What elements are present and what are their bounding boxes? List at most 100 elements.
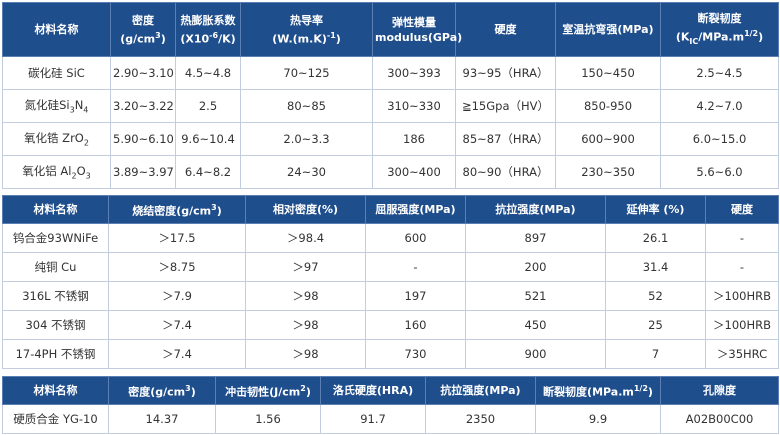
text-run: ) [160, 32, 166, 46]
data-cell: 1.56 [215, 404, 321, 434]
data-cell: 230~350 [555, 155, 661, 189]
data-cell: 197 [365, 281, 466, 311]
data-cell: 600~900 [555, 122, 661, 156]
data-cell: 730 [365, 339, 466, 369]
data-row: 氧化锆 ZrO2 5.90~6.10 9.6~10.4 2.0~3.3 186 85~87… [2, 122, 779, 156]
header-cell: 密度(g/cm3) [108, 376, 216, 405]
text-run: 2 [71, 171, 77, 181]
data-row: 氮化硅Si3N4 3.20~3.22 2.5 80~85 310~330 ≧15Gpa（H… [2, 89, 779, 123]
data-cell: 200 [465, 252, 606, 282]
data-cell: 521 [465, 281, 606, 311]
data-cell: 93~95（HRA） [455, 56, 556, 90]
data-cell: 26.1 [605, 223, 706, 253]
header-cell: 断裂韧度 (KIC/MPa.m1/2) [660, 2, 779, 57]
header-cell: 弹性模量 modulus(GPa) [372, 2, 463, 57]
cell-line: (KIC/MPa.m1/2) [663, 26, 776, 49]
text-run: ) [758, 30, 764, 44]
text-run: /K) [218, 32, 236, 46]
data-cell: 80~90（HRA） [455, 155, 556, 189]
cell-line: modulus(GPa) [375, 30, 463, 44]
text-run: (g/cm [120, 32, 156, 46]
header-cell: 硬度 [705, 195, 779, 224]
carbide-table: 材料名称 密度(g/cm3) 冲击韧性(J/cm2) 洛氏硬度(HRA) 抗拉强度(MP… [2, 376, 779, 434]
data-cell: 31.4 [605, 252, 706, 282]
data-cell: 186 [372, 122, 456, 156]
text-run: 1/2 [744, 28, 759, 38]
data-cell: 纯铜 Cu [2, 252, 109, 282]
text-run: 密度(g/cm [128, 385, 186, 399]
data-cell: 2.0~3.3 [240, 122, 373, 156]
data-row: 硬质合金 YG-10 14.37 1.56 91.7 2350 9.9 A02B00C00 [2, 404, 779, 434]
cell-line: (X10-6/K) [178, 28, 238, 47]
cell-line: 热导率 [290, 13, 323, 27]
text-run: 3 [69, 105, 75, 115]
alloys-table: 材料名称 烧结密度(g/cm3) 相对密度(%) 屈服强度(MPa) 抗拉强度(MPa)… [2, 195, 779, 369]
text-run: -6 [209, 30, 219, 40]
data-cell: 310~330 [372, 89, 456, 123]
text-run: ) [216, 204, 222, 218]
data-cell: 300~393 [372, 56, 456, 90]
data-cell: 9.6~10.4 [175, 122, 241, 156]
data-cell: 碳化硅 SiC [2, 56, 111, 90]
header-cell: 材料名称 [2, 376, 109, 405]
data-cell: 316L 不锈钢 [2, 281, 109, 311]
data-cell: 91.7 [320, 404, 426, 434]
data-cell: ＞98 [245, 339, 366, 369]
data-cell: 14.37 [108, 404, 216, 434]
text-run: /MPa.m [698, 30, 745, 44]
data-cell: 2.90~3.10 [110, 56, 176, 90]
text-run: 冲击韧性(J/cm [225, 385, 301, 399]
text-run: 断裂韧度(MPa.m [543, 385, 634, 399]
data-cell: - [705, 252, 779, 282]
header-cell: 密度(g/cm3) [110, 2, 176, 57]
text-run: 3 [85, 171, 91, 181]
header-cell: 孔隙度 [660, 376, 779, 405]
data-cell: 3.89~3.97 [110, 155, 176, 189]
header-cell: 室温抗弯强(MPa) [555, 2, 661, 57]
header-cell: 洛氏硬度(HRA) [320, 376, 426, 405]
text-run: 2 [300, 384, 306, 394]
data-cell: ＞7.9 [108, 281, 246, 311]
data-cell: 25 [605, 310, 706, 340]
cell-line: 断裂韧度 [697, 11, 742, 25]
text-run: IC [689, 36, 699, 46]
data-row: 氧化铝 Al2O3 3.89~3.97 6.4~8.2 24~30 300~400 80~… [2, 155, 779, 189]
data-cell: 4.5~4.8 [175, 56, 241, 90]
data-row: 304 不锈钢 ＞7.4 ＞98 160 450 25 ＞100HRB [2, 310, 779, 340]
header-cell: 硬度 [455, 2, 556, 57]
data-cell: 17-4PH 不锈钢 [2, 339, 109, 369]
data-row: 17-4PH 不锈钢 ＞7.4 ＞98 730 900 7 ＞35HRC [2, 339, 779, 369]
data-cell: 304 不锈钢 [2, 310, 109, 340]
text-run: O [76, 164, 86, 179]
data-cell: 70~125 [240, 56, 373, 90]
data-cell: 氮化硅Si3N4 [2, 89, 111, 123]
data-cell: ＞100HRB [705, 310, 779, 340]
header-cell: 冲击韧性(J/cm2) [215, 376, 321, 405]
data-cell: 600 [365, 223, 466, 253]
text-run: 3 [185, 384, 191, 394]
text-run: ) [190, 385, 196, 399]
header-cell: 断裂韧度(MPa.m1/2) [535, 376, 661, 405]
data-cell: 钨合金93WNiFe [2, 223, 109, 253]
data-cell: ＞17.5 [108, 223, 246, 253]
header-row: 材料名称 密度 (g/cm3) 热膨胀系数 (X10-6/K) 热导率 (W.(m.K)-1… [2, 2, 779, 57]
data-cell: 450 [465, 310, 606, 340]
header-cell: 材料名称 [2, 195, 109, 224]
text-run: N [74, 98, 84, 113]
text-run: 氮化硅Si [24, 98, 70, 113]
text-run: 3 [155, 30, 161, 40]
data-cell: ＞98 [245, 310, 366, 340]
text-run: -1 [326, 30, 336, 40]
data-cell: 硬质合金 YG-10 [2, 404, 109, 434]
data-cell: ≧15Gpa（HV） [455, 89, 556, 123]
header-cell: 热膨胀系数 (X10-6/K) [175, 2, 241, 57]
header-cell: 延伸率 (%) [605, 195, 706, 224]
cell-line: (g/cm3) [113, 28, 173, 47]
data-cell: 300~400 [372, 155, 456, 189]
data-cell: 24~30 [240, 155, 373, 189]
header-row: 材料名称 烧结密度(g/cm3) 相对密度(%) 屈服强度(MPa) 抗拉强度(MPa)… [2, 195, 779, 224]
data-cell: 900 [465, 339, 606, 369]
text-run: (K [675, 30, 690, 44]
data-cell: 3.20~3.22 [110, 89, 176, 123]
